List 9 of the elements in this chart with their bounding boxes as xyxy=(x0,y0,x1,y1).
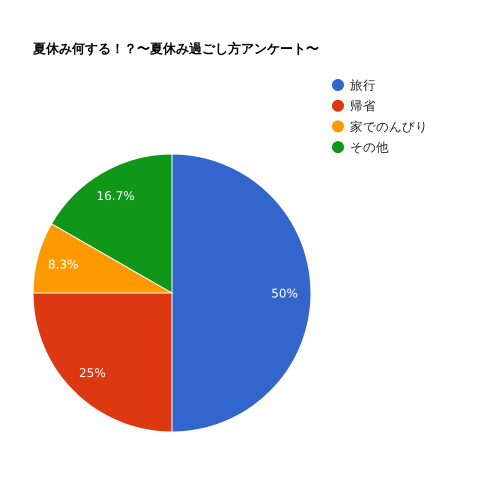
chart-title: 夏休み何する！？〜夏休み過ごし方アンケート〜 xyxy=(32,41,319,57)
legend-label: 家でのんびり xyxy=(350,118,428,134)
data-label: 16.7% xyxy=(96,189,135,204)
data-label: 25% xyxy=(79,366,106,380)
legend-label: 旅行 xyxy=(350,78,376,92)
legend-label: その他 xyxy=(350,140,389,155)
data-label: 50% xyxy=(271,286,298,300)
legend-label: 帰省 xyxy=(350,98,376,114)
data-label: 8.3% xyxy=(48,257,78,272)
